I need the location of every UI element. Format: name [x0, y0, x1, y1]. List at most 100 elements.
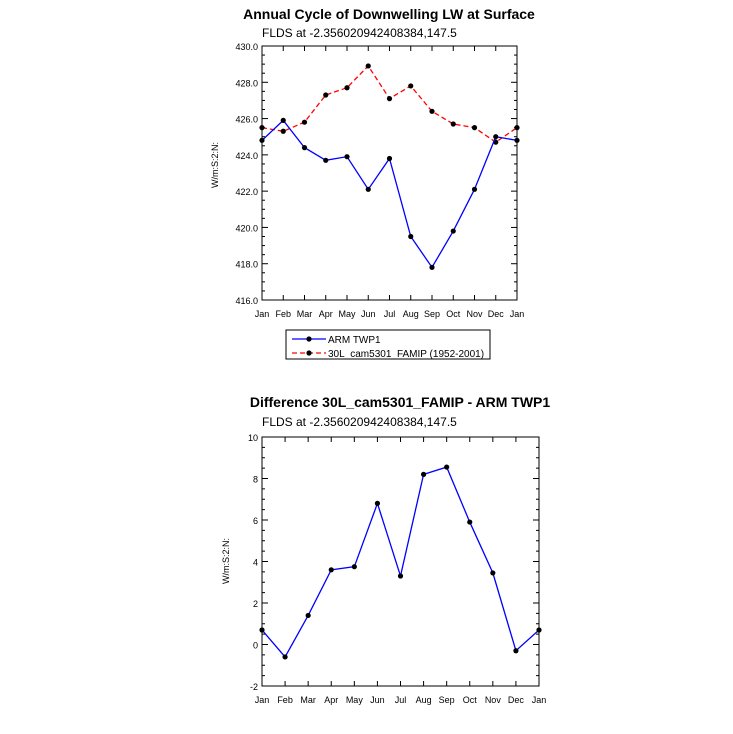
chart1-ylabel: W/m:S:2:N:: [210, 142, 220, 188]
chart1-xtick-label: Mar: [297, 309, 313, 319]
chart1-point: [450, 228, 456, 234]
chart2-ylabel: W/m:S:2:N:: [221, 538, 231, 584]
chart2-xtick-label: Oct: [463, 695, 478, 705]
chart1-point: [471, 186, 478, 192]
chart1-title: Annual Cycle of Downwelling LW at Surfac…: [243, 6, 535, 22]
chart2-title: Difference 30L_cam5301_FAMIP - ARM TWP1: [250, 394, 551, 410]
chart1-point: [365, 63, 371, 69]
chart1-point: [301, 145, 308, 151]
chart1-point: [514, 137, 520, 143]
chart1-point: [323, 92, 329, 98]
chart1-xtick-label: Jul: [384, 309, 396, 319]
chart2-point: [351, 564, 357, 570]
chart1-xtick-label: Feb: [275, 309, 291, 319]
chart2-point: [374, 500, 381, 506]
chart1-point: [344, 85, 350, 91]
chart1-xtick-label: Oct: [446, 309, 461, 319]
chart1-ytick-label: 426.0: [235, 115, 258, 125]
chart2-xtick-label: Mar: [300, 695, 316, 705]
chart1-subtitle: FLDS at -2.356020942408384,147.5: [262, 26, 457, 40]
chart2-xtick-label: Nov: [485, 695, 502, 705]
chart1-point: [429, 108, 435, 114]
chart2-ytick-label: 2: [253, 599, 258, 609]
chart2-xtick-label: Apr: [324, 695, 338, 705]
chart-difference: Difference 30L_cam5301_FAMIP - ARM TWP1 …: [221, 394, 550, 705]
chart2-xtick-label: Dec: [508, 695, 525, 705]
chart1-ytick-label: 428.0: [235, 78, 258, 88]
chart2-xtick-label: Feb: [277, 695, 293, 705]
legend-box: [285, 329, 491, 360]
chart2-xtick-label: Aug: [416, 695, 432, 705]
chart2-frame: [261, 436, 540, 687]
chart1-point: [408, 233, 414, 240]
chart1-point: [493, 134, 499, 140]
chart2-ytick-label: 0: [253, 641, 258, 651]
chart2-ytick-label: 8: [253, 475, 258, 485]
chart2-ytick-label: 10: [248, 433, 258, 443]
chart1-xtick-label: Jan: [510, 309, 525, 319]
chart2-point: [282, 654, 288, 660]
chart-annual-cycle: Annual Cycle of Downwelling LW at Surfac…: [210, 6, 535, 319]
chart1-xtick-label: Nov: [466, 309, 483, 319]
chart1-point: [450, 121, 456, 127]
chart2-xtick-label: Sep: [439, 695, 455, 705]
chart2-point: [420, 471, 427, 477]
chart1-xtick-label: Apr: [319, 309, 333, 319]
chart1-ytick-label: 424.0: [235, 151, 258, 161]
chart1-xtick-label: Sep: [424, 309, 440, 319]
chart2-point: [536, 627, 542, 633]
chart2-ytick-label: 6: [253, 516, 258, 526]
chart1-point: [301, 119, 308, 125]
chart1-series: [259, 63, 520, 270]
chart1-point: [365, 186, 371, 192]
chart2-ytick-label: 4: [253, 558, 258, 568]
chart1-point: [408, 83, 414, 89]
chart2-point: [305, 612, 311, 619]
chart1-ytick-label: 422.0: [235, 187, 258, 197]
legend-marker-arm: [306, 336, 312, 342]
chart1-xtick-label: Aug: [403, 309, 419, 319]
chart1-xtick-label: May: [338, 309, 356, 319]
chart1-ytick-label: 416.0: [235, 296, 258, 306]
chart1-point: [280, 117, 286, 123]
chart2-xtick-label: Jun: [370, 695, 385, 705]
chart2-series: [259, 464, 542, 660]
chart1-xtick-label: Jun: [361, 309, 376, 319]
chart1-ytick-label: 418.0: [235, 260, 258, 270]
chart1-ytick-label: 430.0: [235, 42, 258, 52]
chart1-xtick-label: Jan: [255, 309, 270, 319]
chart2-xtick-label: May: [346, 695, 364, 705]
chart2-xtick-label: Jul: [395, 695, 407, 705]
chart2-point: [513, 648, 519, 654]
chart1-series-line-1: [261, 64, 518, 143]
chart2-subtitle: FLDS at -2.356020942408384,147.5: [262, 415, 457, 429]
chart2-point: [397, 573, 404, 579]
chart1-point: [386, 96, 393, 102]
legend-label-cam: 30L_cam5301_FAMIP (1952-2001): [328, 349, 484, 360]
legend-marker-cam: [306, 350, 312, 356]
chart2-point: [467, 519, 473, 525]
chart2-point: [444, 464, 450, 470]
chart1-legend: ARM TWP1 30L_cam5301_FAMIP (1952-2001): [285, 329, 491, 360]
chart2-point: [328, 567, 334, 573]
legend-label-arm: ARM TWP1: [328, 335, 381, 346]
chart1-point: [514, 125, 520, 131]
chart1-point: [280, 128, 286, 134]
chart2-xtick-label: Jan: [532, 695, 547, 705]
chart1-point: [344, 154, 350, 160]
chart1-xtick-label: Dec: [488, 309, 505, 319]
chart1-series-line-0: [261, 119, 518, 269]
chart2-ticks: Jan Feb Mar Apr May Jun Jul Aug Sep Oct Nov Dec Jan -…: [248, 433, 546, 705]
chart2-series-line-0: [261, 466, 540, 659]
chart2-point: [490, 570, 496, 576]
chart1-point: [429, 264, 435, 270]
chart1-point: [386, 155, 393, 162]
chart1-point: [259, 125, 265, 131]
chart2-xtick-label: Jan: [255, 695, 270, 705]
chart1-point: [259, 137, 265, 143]
chart1-point: [471, 125, 478, 131]
chart1-ytick-label: 420.0: [235, 223, 258, 233]
chart2-point: [259, 627, 265, 633]
chart2-ytick-label: -2: [250, 682, 258, 692]
